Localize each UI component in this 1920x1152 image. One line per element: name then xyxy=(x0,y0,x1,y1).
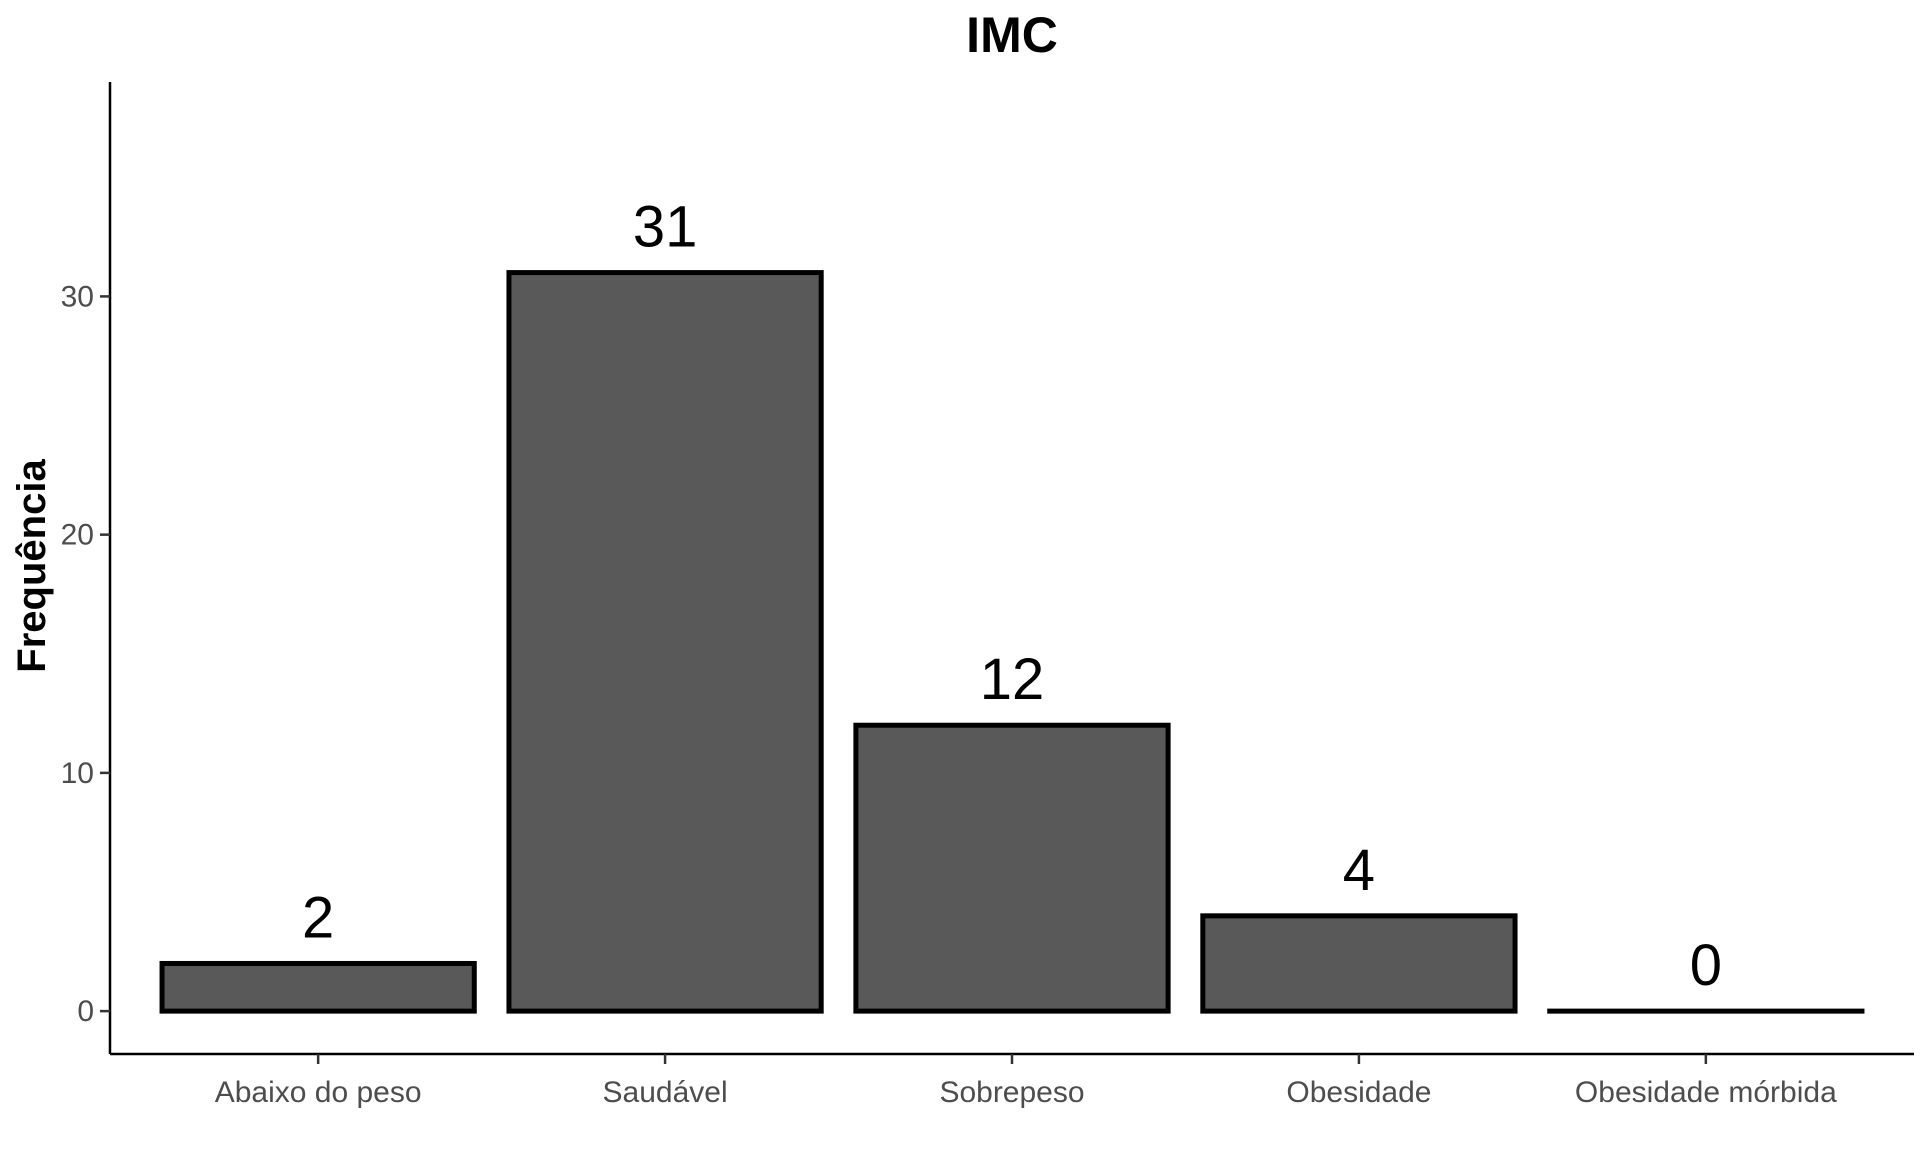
bar-0 xyxy=(159,960,477,1014)
y-tick-label-2: 20 xyxy=(61,519,94,552)
x-tick-label-4: Obesidade mórbida xyxy=(1575,1076,1837,1109)
bar-1 xyxy=(506,270,824,1014)
y-tick-label-3: 30 xyxy=(61,280,94,313)
y-tick-label-0: 0 xyxy=(77,995,94,1028)
bar-3 xyxy=(1200,913,1518,1014)
data-label-4: 0 xyxy=(1690,933,1722,998)
chart-title: IMC xyxy=(966,7,1058,63)
data-label-3: 4 xyxy=(1343,838,1375,903)
x-tick-label-2: Sobrepeso xyxy=(939,1076,1084,1109)
bar-2 xyxy=(853,722,1171,1014)
y-tick-label-1: 10 xyxy=(61,757,94,790)
y-axis-label: Frequência xyxy=(10,459,54,673)
x-tick-label-0: Abaixo do peso xyxy=(215,1076,422,1109)
data-label-2: 12 xyxy=(980,647,1045,712)
data-label-0: 2 xyxy=(302,885,334,950)
x-axis: Abaixo do peso Saudável Sobrepeso Obesidade… xyxy=(110,1052,1914,1109)
data-labels-group: 2 31 12 4 0 xyxy=(302,195,1722,999)
x-tick-label-3: Obesidade xyxy=(1286,1076,1431,1109)
data-label-1: 31 xyxy=(633,195,698,260)
bars-group xyxy=(159,270,1865,1014)
y-axis: 0 10 20 30 xyxy=(61,82,112,1054)
x-tick-label-1: Saudável xyxy=(603,1076,728,1109)
